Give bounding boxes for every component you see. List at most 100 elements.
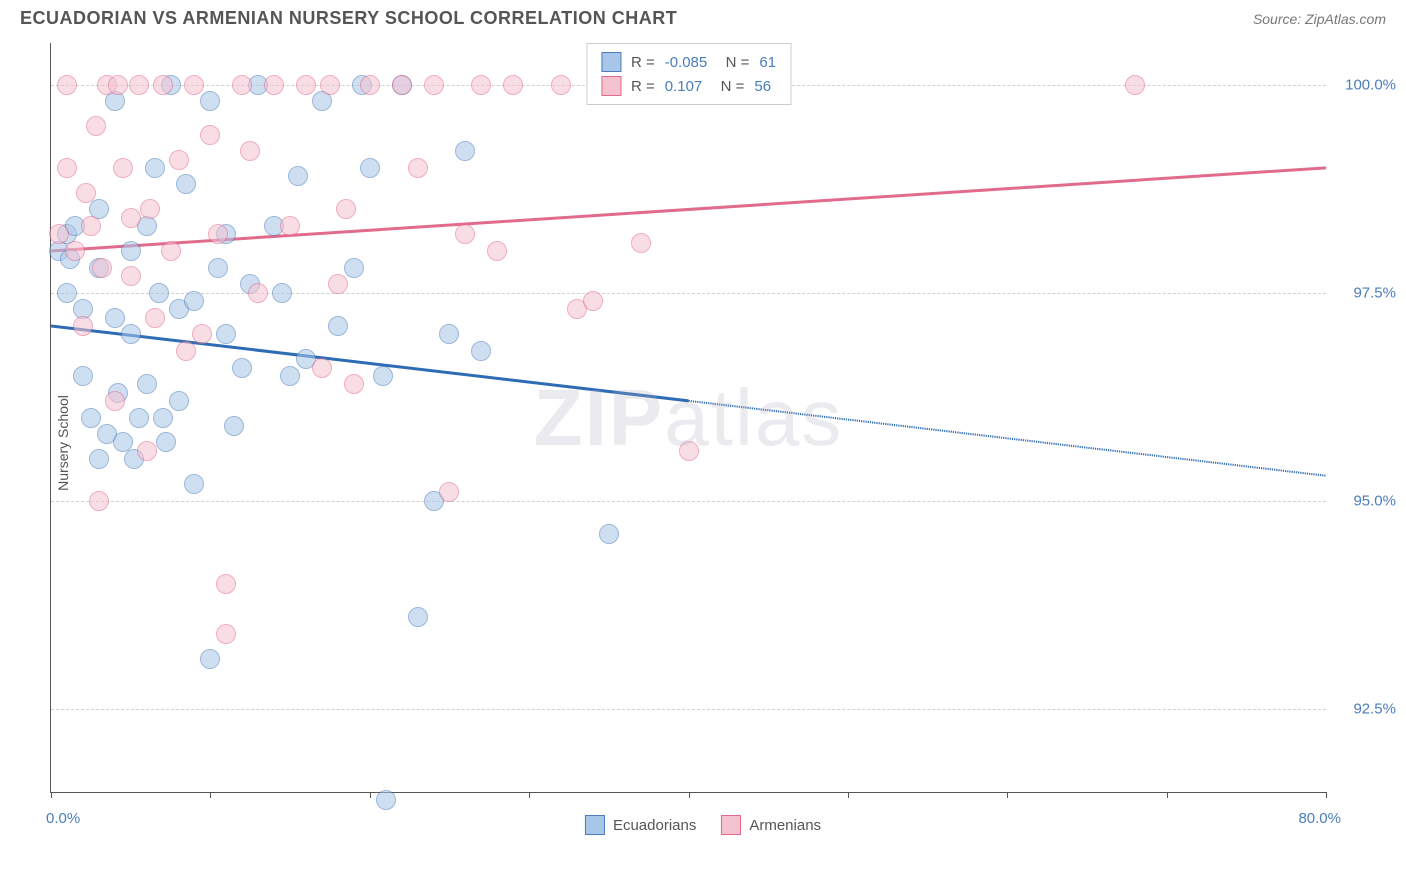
scatter-point xyxy=(81,216,101,236)
legend-label-armenians: Armenians xyxy=(749,817,821,834)
gridline xyxy=(51,709,1326,710)
scatter-point xyxy=(153,75,173,95)
legend-item-armenians: Armenians xyxy=(721,815,821,835)
scatter-point xyxy=(73,366,93,386)
scatter-point xyxy=(312,358,332,378)
legend-label-ecuadorians: Ecuadorians xyxy=(613,817,696,834)
scatter-point xyxy=(272,283,292,303)
scatter-point xyxy=(424,75,444,95)
correlation-legend: R = -0.085 N = 61 R = 0.107 N = 56 xyxy=(586,43,791,105)
x-tick xyxy=(689,792,690,798)
n-label: N = xyxy=(717,54,749,71)
x-max-label: 80.0% xyxy=(1298,810,1341,827)
scatter-point xyxy=(344,258,364,278)
r-value-armenians: 0.107 xyxy=(665,78,703,95)
x-tick xyxy=(848,792,849,798)
scatter-point xyxy=(145,308,165,328)
scatter-point xyxy=(1125,75,1145,95)
scatter-point xyxy=(328,316,348,336)
r-label: R = xyxy=(631,78,655,95)
scatter-point xyxy=(360,158,380,178)
series-legend: Ecuadorians Armenians xyxy=(585,815,821,835)
scatter-point xyxy=(200,125,220,145)
scatter-point xyxy=(89,449,109,469)
scatter-point xyxy=(328,274,348,294)
y-tick-label: 97.5% xyxy=(1353,284,1396,301)
scatter-point xyxy=(408,607,428,627)
n-value-armenians: 56 xyxy=(754,78,771,95)
scatter-point xyxy=(153,408,173,428)
x-tick xyxy=(370,792,371,798)
scatter-point xyxy=(105,391,125,411)
scatter-point xyxy=(583,291,603,311)
scatter-point xyxy=(169,391,189,411)
scatter-point xyxy=(108,75,128,95)
scatter-point xyxy=(129,408,149,428)
scatter-point xyxy=(92,258,112,278)
r-label: R = xyxy=(631,54,655,71)
x-tick xyxy=(1326,792,1327,798)
scatter-point xyxy=(264,75,284,95)
scatter-point xyxy=(280,366,300,386)
legend-row-ecuadorians: R = -0.085 N = 61 xyxy=(601,50,776,74)
scatter-point xyxy=(169,150,189,170)
scatter-point xyxy=(224,416,244,436)
scatter-point xyxy=(161,241,181,261)
scatter-point xyxy=(248,283,268,303)
scatter-point xyxy=(200,649,220,669)
scatter-point xyxy=(121,324,141,344)
scatter-point xyxy=(320,75,340,95)
scatter-point xyxy=(200,91,220,111)
scatter-point xyxy=(208,224,228,244)
scatter-point xyxy=(392,75,412,95)
scatter-point xyxy=(455,224,475,244)
chart-title: ECUADORIAN VS ARMENIAN NURSERY SCHOOL CO… xyxy=(20,8,677,29)
scatter-point xyxy=(288,166,308,186)
scatter-point xyxy=(503,75,523,95)
gridline xyxy=(51,293,1326,294)
scatter-point xyxy=(145,158,165,178)
scatter-point xyxy=(184,474,204,494)
scatter-point xyxy=(216,324,236,344)
scatter-point xyxy=(336,199,356,219)
legend-item-ecuadorians: Ecuadorians xyxy=(585,815,696,835)
source-label: Source: ZipAtlas.com xyxy=(1253,11,1386,27)
scatter-point xyxy=(439,324,459,344)
scatter-point xyxy=(113,158,133,178)
scatter-point xyxy=(137,374,157,394)
n-value-ecuadorians: 61 xyxy=(759,54,776,71)
swatch-armenians xyxy=(601,76,621,96)
scatter-point xyxy=(81,408,101,428)
scatter-point xyxy=(232,75,252,95)
scatter-point xyxy=(551,75,571,95)
swatch-ecuadorians xyxy=(601,52,621,72)
legend-row-armenians: R = 0.107 N = 56 xyxy=(601,74,776,98)
scatter-point xyxy=(184,291,204,311)
y-tick-label: 92.5% xyxy=(1353,700,1396,717)
scatter-point xyxy=(631,233,651,253)
x-tick xyxy=(1167,792,1168,798)
gridline xyxy=(51,501,1326,502)
scatter-point xyxy=(192,324,212,344)
scatter-point xyxy=(599,524,619,544)
scatter-point xyxy=(487,241,507,261)
scatter-point xyxy=(184,75,204,95)
scatter-point xyxy=(208,258,228,278)
scatter-point xyxy=(471,75,491,95)
scatter-point xyxy=(232,358,252,378)
scatter-point xyxy=(176,174,196,194)
scatter-point xyxy=(89,491,109,511)
x-tick xyxy=(1007,792,1008,798)
scatter-point xyxy=(129,75,149,95)
x-tick xyxy=(210,792,211,798)
scatter-point xyxy=(439,482,459,502)
scatter-point xyxy=(149,283,169,303)
scatter-point xyxy=(176,341,196,361)
x-tick xyxy=(51,792,52,798)
scatter-point xyxy=(376,790,396,810)
plot-area: ZIPatlas R = -0.085 N = 61 R = 0.107 N =… xyxy=(50,43,1326,793)
n-label: N = xyxy=(712,78,744,95)
r-value-ecuadorians: -0.085 xyxy=(665,54,708,71)
scatter-point xyxy=(57,158,77,178)
y-tick-label: 100.0% xyxy=(1345,76,1396,93)
